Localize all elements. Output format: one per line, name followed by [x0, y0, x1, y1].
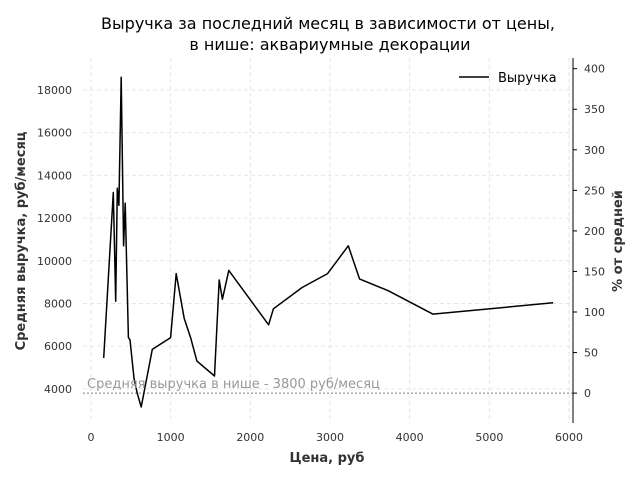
x-axis-label: Цена, руб: [290, 451, 365, 466]
y-tick-label: 16000: [37, 127, 72, 140]
y-tick-label: 14000: [37, 169, 72, 182]
axes: [572, 58, 577, 423]
y2-tick-label: 0: [584, 387, 591, 400]
y-tick-label: 10000: [37, 255, 72, 268]
chart-title-line-1: Выручка за последний месяц в зависимости…: [101, 14, 555, 33]
y2-tick-label: 250: [584, 184, 605, 197]
y2-tick-label: 50: [584, 347, 598, 360]
y-tick-label: 4000: [44, 383, 72, 396]
y2-tick-label: 200: [584, 225, 605, 238]
chart-title-line-2: в нише: аквариумные декорации: [189, 35, 470, 54]
y-tick-label: 8000: [44, 297, 72, 310]
y2-axis-label: % от средней: [611, 190, 626, 292]
y2-tick-label: 350: [584, 103, 605, 116]
x-tick-label: 0: [87, 431, 94, 444]
y-tick-label: 18000: [37, 84, 72, 97]
x-tick-label: 1000: [157, 431, 185, 444]
series-line: [102, 76, 554, 408]
tick-labels: 0 1000 2000 3000 4000 5000 6000400060008000100…: [37, 63, 605, 444]
x-tick-label: 3000: [316, 431, 344, 444]
series-group: [102, 76, 554, 408]
y2-tick-label: 150: [584, 265, 605, 278]
y2-tick-label: 400: [584, 63, 605, 76]
y-tick-label: 12000: [37, 212, 72, 225]
y-tick-label: 6000: [44, 340, 72, 353]
y2-tick-label: 100: [584, 306, 605, 319]
x-tick-label: 4000: [396, 431, 424, 444]
y2-tick-label: 300: [584, 144, 605, 157]
x-tick-label: 5000: [475, 431, 503, 444]
reference-line-label: Средняя выручка в нише - 3800 руб/месяц: [87, 377, 380, 392]
legend: Выручка: [459, 71, 557, 86]
grid: [83, 58, 573, 423]
x-tick-label: 6000: [555, 431, 583, 444]
legend-label: Выручка: [498, 71, 557, 86]
x-tick-label: 2000: [236, 431, 264, 444]
y-axis-label: Средняя выручка, руб/месяц: [14, 131, 29, 350]
